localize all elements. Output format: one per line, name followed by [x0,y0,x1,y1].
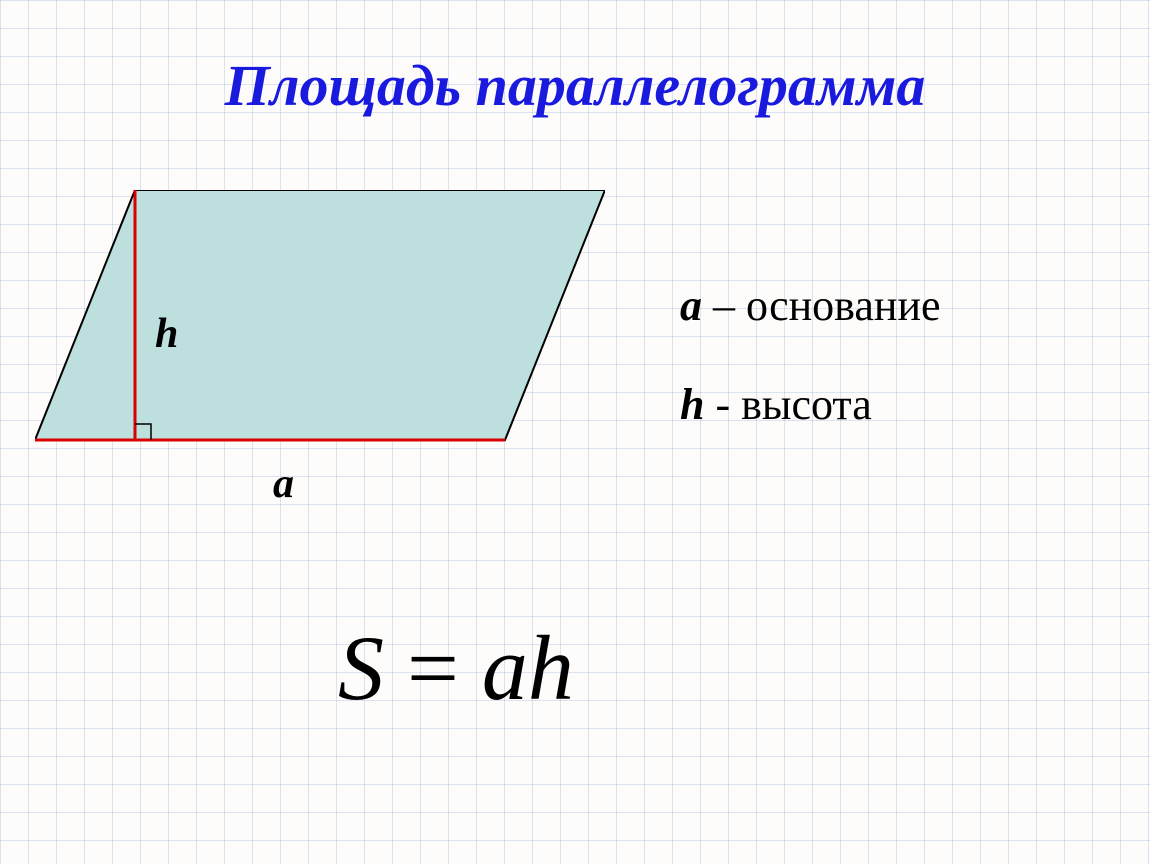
legend-var-h: h [680,380,704,429]
formula-eq: = [384,617,482,719]
formula-rhs: ah [482,617,574,719]
legend-sep-h: - [704,380,741,429]
parallelogram-diagram [35,190,605,470]
legend-desc-a: основание [746,281,941,330]
legend-desc-h: высота [741,380,872,429]
legend: a – основание h - высота [680,280,941,430]
formula-S: S [338,617,384,719]
legend-sep-a: – [702,281,746,330]
legend-line-a: a – основание [680,280,941,331]
parallelogram-shape [35,190,605,440]
legend-line-h: h - высота [680,379,941,430]
area-formula: S = ah [338,615,574,721]
legend-var-a: a [680,281,702,330]
parallelogram-svg [35,190,605,470]
base-label: a [273,460,294,508]
page-title: Площадь параллелограмма [0,52,1150,119]
height-label: h [155,310,178,358]
